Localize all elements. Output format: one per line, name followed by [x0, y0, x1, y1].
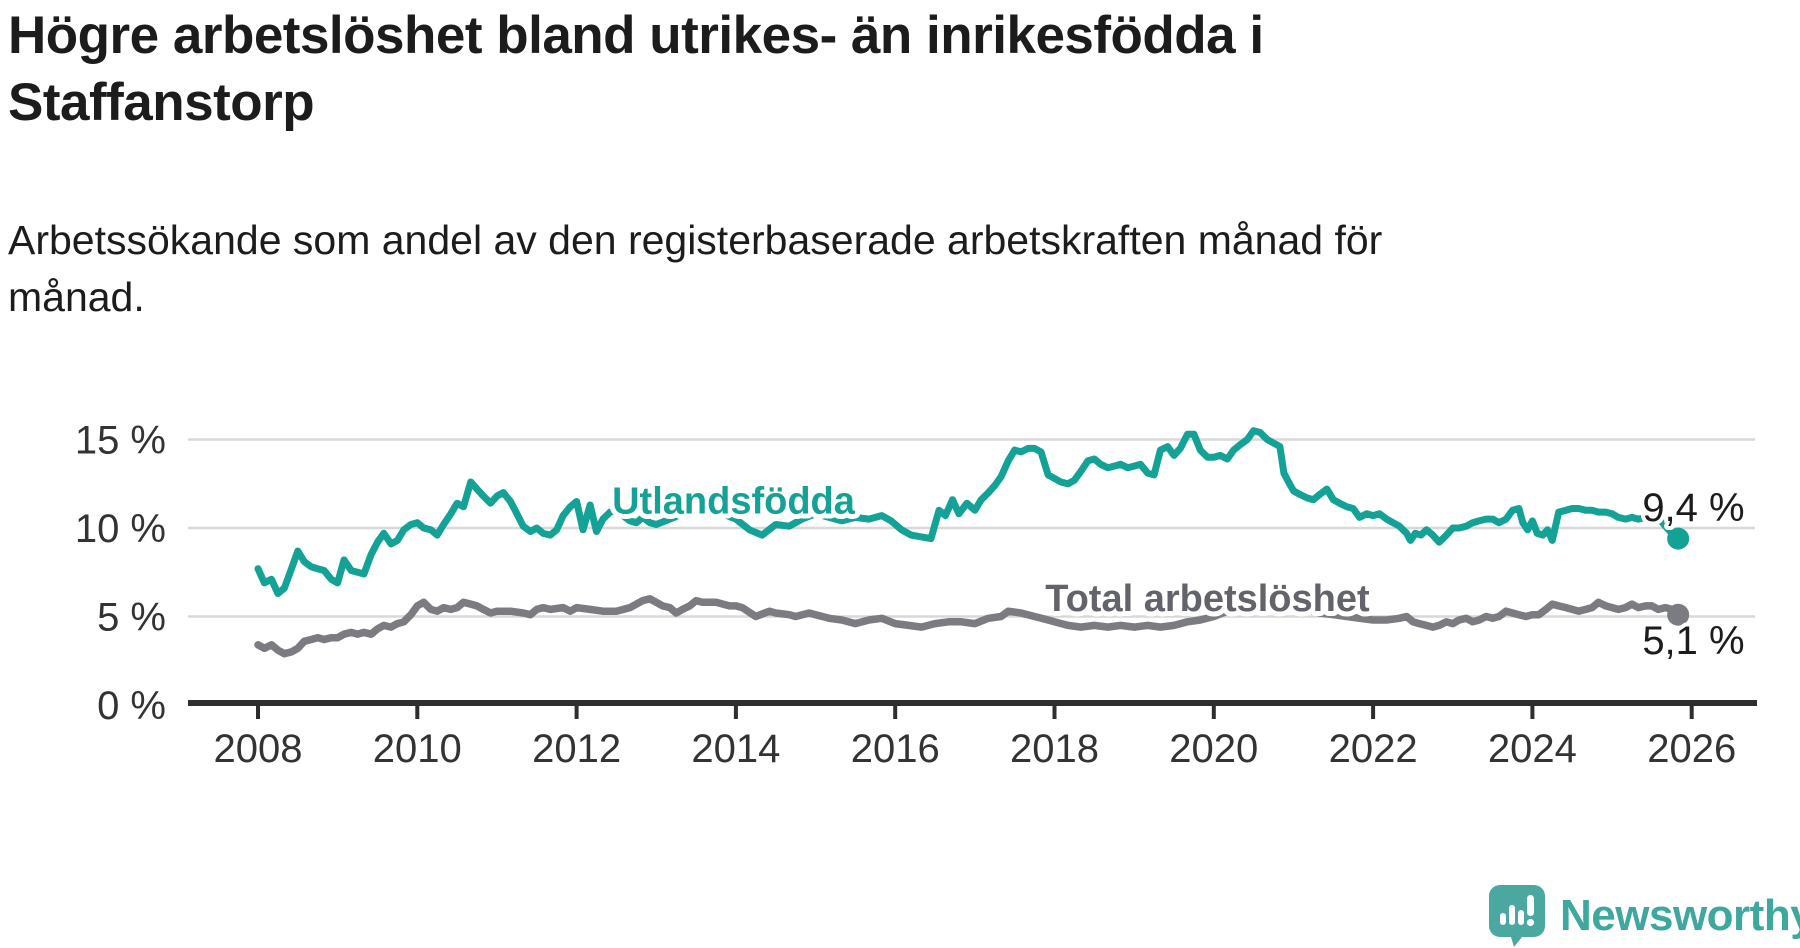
y-tick-label-0: 0 % [97, 684, 166, 728]
x-tick-label-2012: 2012 [532, 727, 621, 771]
x-tick-label-2010: 2010 [373, 727, 462, 771]
x-tick-label-2026: 2026 [1647, 727, 1736, 771]
x-tick-label-2024: 2024 [1488, 727, 1577, 771]
series-end-dot-total [1667, 603, 1690, 626]
x-tick-label-2018: 2018 [1010, 727, 1099, 771]
x-tick-label-2020: 2020 [1169, 727, 1258, 771]
x-tick-label-2008: 2008 [214, 727, 303, 771]
x-tick-label-2022: 2022 [1329, 727, 1418, 771]
tick-labels-layer: 2008 2010 2012 2014 2016 2018 2020 2022 2024 2026… [75, 419, 1736, 772]
axis-layer [188, 700, 1757, 719]
y-tick-label-10: 10 % [75, 507, 166, 551]
series-end-dot-utlandsfodda [1667, 527, 1690, 550]
series-layer [254, 427, 1690, 658]
end-value-9-4-: 9,4 % [1642, 486, 1744, 530]
series-line-total [254, 595, 1682, 658]
chart-title: Högre arbetslöshet bland utrikes- än inr… [8, 6, 1264, 132]
y-tick-label-5: 5 % [97, 596, 166, 640]
end-value-5-1-: 5,1 % [1642, 619, 1744, 663]
series-line-utlandsfodda [254, 427, 1682, 597]
newsworthy-logo-text: Newsworthy [1560, 891, 1800, 940]
annotations-layer: Utlandsfödda Total arbetslöshet 9,4 % 5,1 % [607, 475, 1748, 667]
x-tick-label-2014: 2014 [691, 727, 780, 771]
x-tick-label-2016: 2016 [851, 727, 940, 771]
y-tick-label-15: 15 % [75, 419, 166, 463]
newsworthy-logo: Newsworthy [1488, 884, 1800, 948]
series-label-total-arbetsl-shet: Total arbetslöshet [1045, 578, 1370, 620]
newsworthy-speech-bubble-barchart-icon [1489, 885, 1545, 947]
series-label-utlandsf-dda: Utlandsfödda [612, 480, 856, 522]
chart-subtitle: Arbetssökande som andel av den registerb… [8, 217, 1383, 320]
